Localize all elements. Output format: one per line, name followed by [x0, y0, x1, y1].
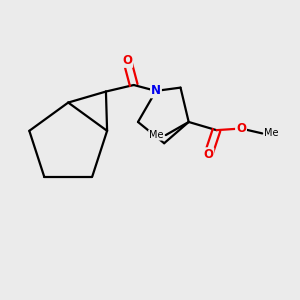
- Text: N: N: [151, 84, 161, 98]
- Text: Me: Me: [264, 128, 278, 138]
- Text: O: O: [203, 148, 213, 161]
- Text: O: O: [122, 54, 132, 67]
- Text: O: O: [236, 122, 246, 135]
- Text: Me: Me: [149, 130, 163, 140]
